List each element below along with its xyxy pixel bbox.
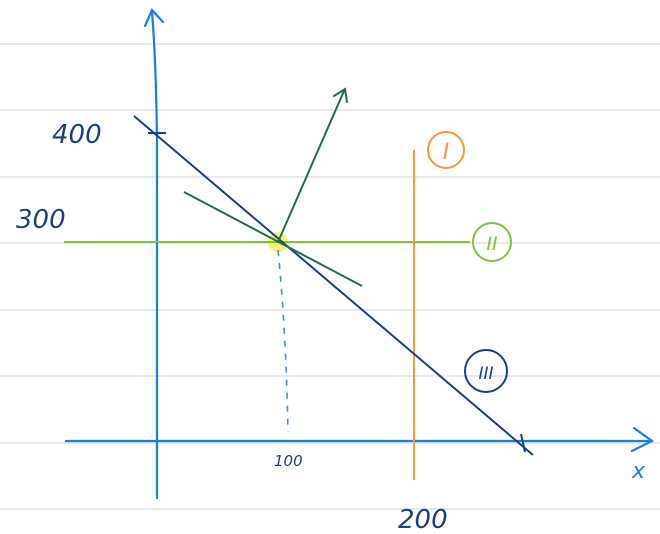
y-axis: [143, 8, 165, 500]
y-label-400: 400: [52, 120, 102, 150]
objective-line: [183, 191, 363, 287]
constraint-3-line: [133, 115, 534, 456]
constraint-2-label: II: [486, 233, 498, 255]
constraint-2-circle: [472, 222, 512, 262]
x-label-100: 100: [274, 452, 303, 470]
notebook-rules: [0, 43, 660, 510]
x-axis-label: x: [631, 459, 646, 484]
constraint-1-circle: [427, 131, 465, 169]
y-axis-arrow-icon: [143, 8, 165, 28]
constraint-3-label: III: [478, 364, 493, 384]
y-label-300: 300: [16, 205, 66, 235]
constraint-1-label: I: [443, 140, 450, 165]
x-axis-arrow-icon: [630, 426, 655, 453]
dashed-guide-line: [277, 249, 289, 433]
gradient-arrow-icon: [277, 87, 348, 243]
tick-x-intercept: [520, 433, 526, 453]
x-axis: [64, 426, 655, 453]
constraint-3-circle: [464, 349, 508, 393]
x-label-200: 200: [398, 505, 448, 534]
